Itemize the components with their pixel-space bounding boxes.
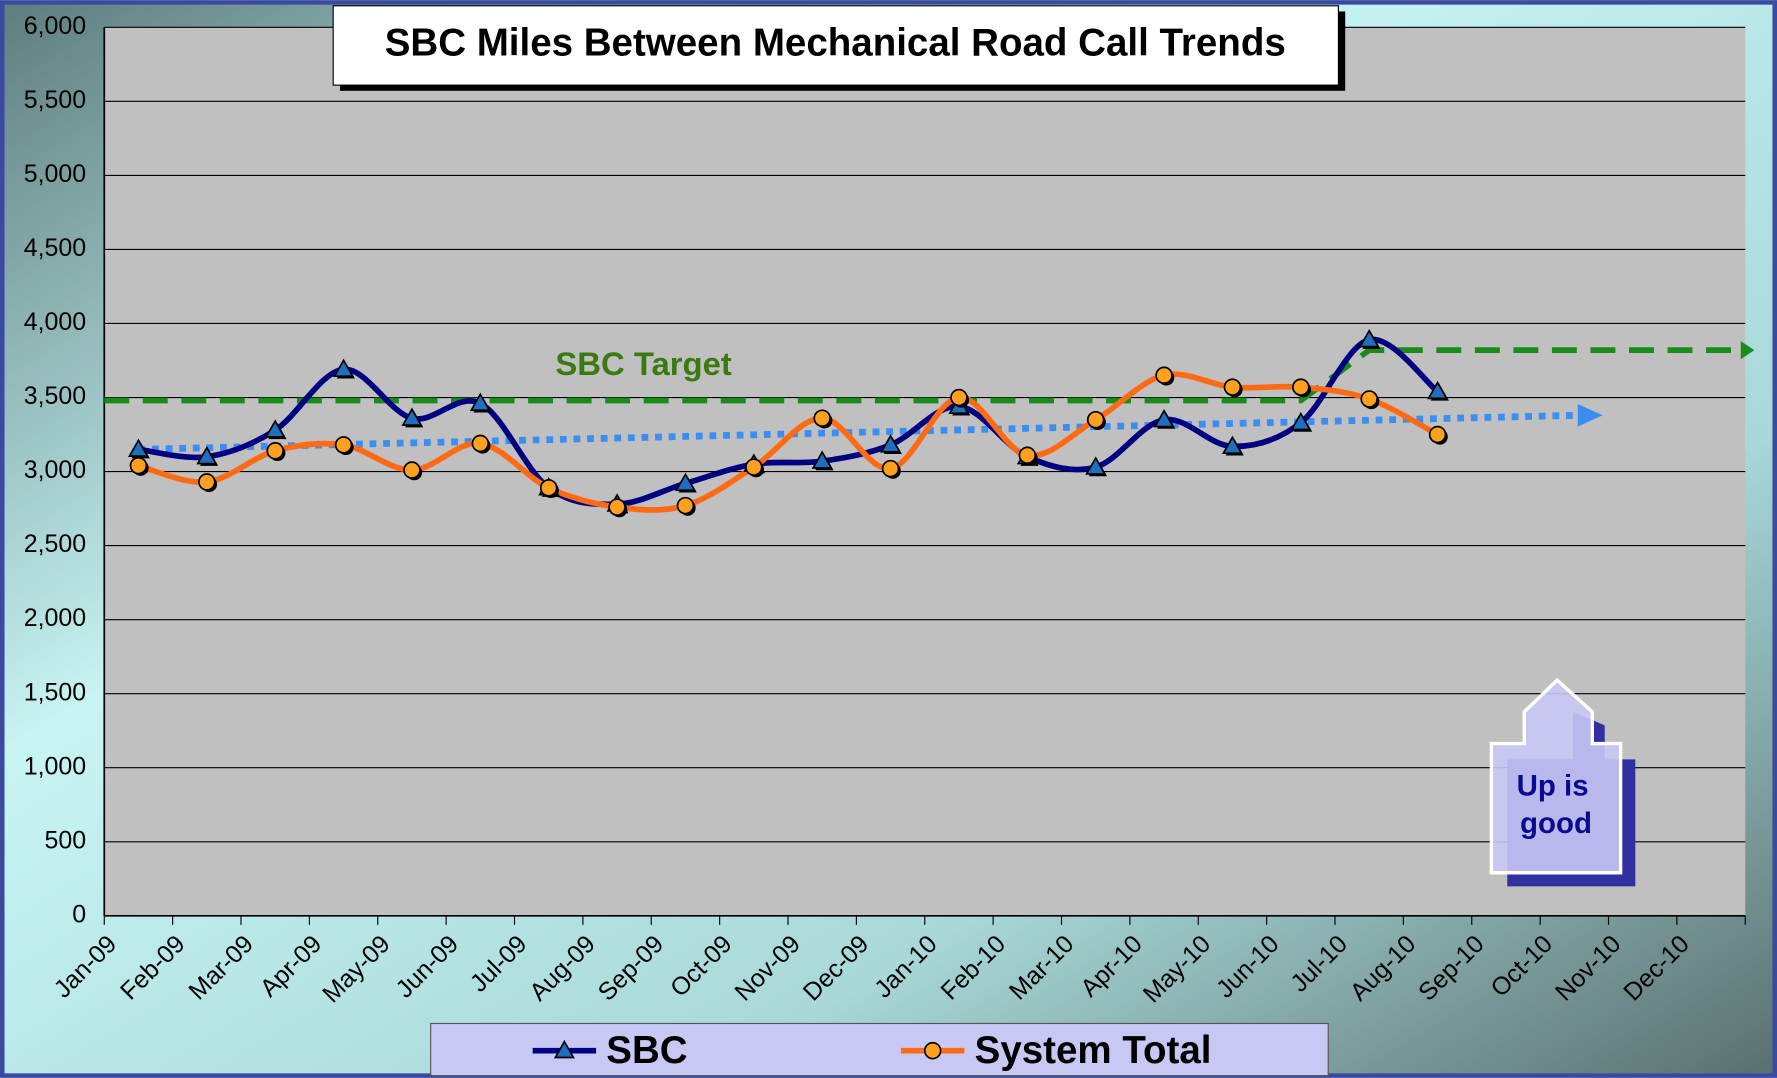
y-tick-label: 2,000 xyxy=(24,604,86,632)
legend-label: System Total xyxy=(975,1029,1212,1072)
marker xyxy=(471,434,490,453)
marker xyxy=(745,458,763,476)
y-tick-label: 5,000 xyxy=(24,160,86,188)
marker xyxy=(880,434,902,453)
marker xyxy=(1221,435,1243,455)
marker xyxy=(539,479,558,497)
marker xyxy=(950,388,968,407)
up-is-good: Up is good xyxy=(1489,677,1636,887)
chart-title: SBC Miles Between Mechanical Road Call T… xyxy=(385,22,1286,65)
note-text: good xyxy=(1520,807,1592,840)
marker xyxy=(333,358,355,378)
marker xyxy=(881,459,900,478)
y-tick-label: 3,500 xyxy=(24,382,86,410)
y-tick-label: 4,000 xyxy=(24,308,86,336)
target-line xyxy=(104,347,1746,404)
marker xyxy=(674,472,696,492)
note-box xyxy=(1489,677,1623,875)
marker xyxy=(1428,425,1447,444)
marker xyxy=(401,407,423,426)
marker xyxy=(811,450,833,469)
marker xyxy=(1427,380,1449,400)
target-label: SBC Target xyxy=(555,345,732,382)
series-line xyxy=(137,371,1439,513)
marker xyxy=(198,473,216,491)
y-tick-label: 2,500 xyxy=(24,530,86,558)
y-tick-label: 5,500 xyxy=(24,86,86,114)
y-tick-label: 3,000 xyxy=(24,456,86,484)
trend-line xyxy=(138,411,1578,453)
y-tick-label: 1,000 xyxy=(24,752,86,780)
marker xyxy=(553,1039,575,1059)
marker xyxy=(334,436,353,454)
marker xyxy=(266,442,284,460)
y-tick-label: 6,000 xyxy=(24,12,86,40)
marker xyxy=(1223,378,1242,396)
marker xyxy=(923,1041,942,1060)
trend-arrow xyxy=(1577,403,1603,427)
marker xyxy=(469,392,491,412)
marker xyxy=(1155,366,1173,385)
y-tick-label: 1,500 xyxy=(24,678,86,706)
marker xyxy=(129,456,148,475)
marker xyxy=(127,438,149,458)
marker xyxy=(196,445,218,465)
legend-label: SBC xyxy=(606,1029,687,1072)
marker xyxy=(1018,446,1037,465)
marker xyxy=(1292,378,1310,396)
marker xyxy=(676,496,695,515)
marker xyxy=(1358,328,1380,348)
title-box xyxy=(332,5,1339,86)
note-text: Up is xyxy=(1517,770,1589,803)
marker xyxy=(1085,456,1107,475)
marker xyxy=(403,461,421,479)
y-tick-label: 0 xyxy=(72,900,86,928)
marker xyxy=(608,498,626,516)
marker xyxy=(1290,411,1312,431)
marker xyxy=(1086,410,1105,429)
marker xyxy=(1153,408,1175,428)
y-tick-label: 4,500 xyxy=(24,234,86,262)
target-arrow xyxy=(1740,341,1755,360)
marker xyxy=(264,419,286,438)
marker xyxy=(813,409,831,428)
y-tick-label: 500 xyxy=(45,826,87,854)
marker xyxy=(1360,390,1378,408)
